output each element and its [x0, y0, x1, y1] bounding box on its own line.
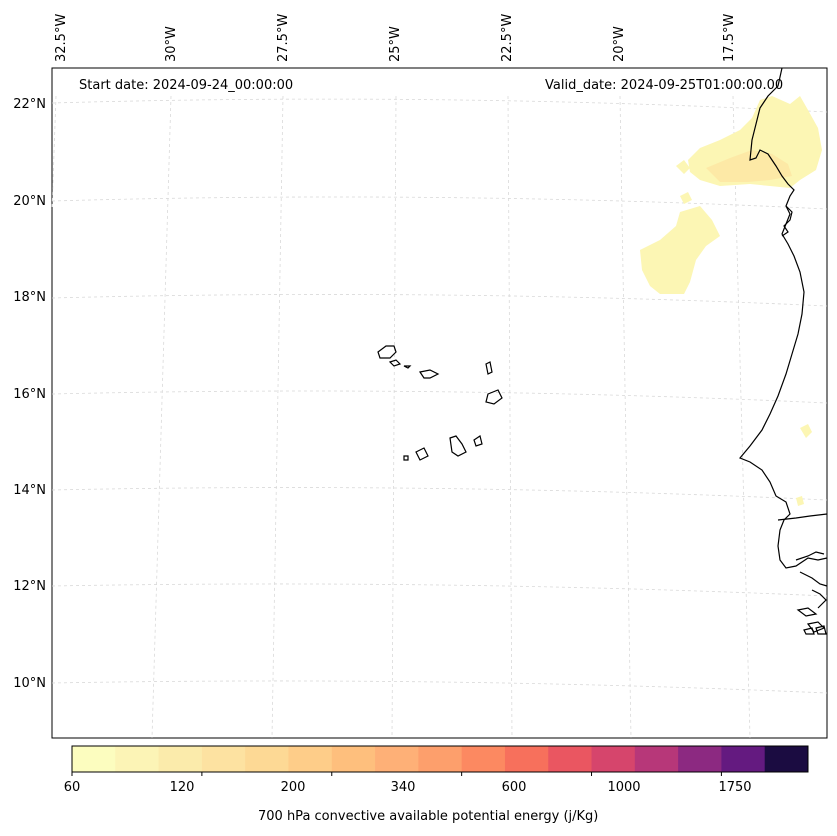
lat-label: 14°N [13, 483, 46, 498]
parallel-12n [51, 583, 828, 597]
cape-area-west [640, 206, 720, 294]
lon-label: 22.5°W [500, 13, 515, 62]
parallel-20n [51, 196, 828, 210]
island-sal [485, 361, 493, 375]
lon-label: 30°W [164, 26, 179, 62]
lon-label: 27.5°W [276, 13, 291, 62]
cape-area-small [800, 424, 812, 438]
bijagos-island [815, 625, 827, 635]
island-santa-luzia [403, 365, 412, 369]
parallel-18n [51, 294, 828, 307]
graticule [51, 95, 828, 739]
bijagos-island [796, 607, 818, 617]
colorbar-segment [548, 746, 593, 772]
parallel-10n [51, 680, 828, 694]
colorbar-label: 700 hPa convective available potential e… [258, 809, 599, 824]
colorbar-tick-label: 340 [390, 780, 416, 795]
island-brava [403, 455, 409, 461]
colorbar-tick-label: 200 [280, 780, 306, 795]
coast-guinea-1 [811, 589, 827, 609]
start-date-label: Start date: 2024-09-24_00:00:00 [79, 78, 294, 93]
lat-label: 18°N [13, 290, 46, 305]
colorbar-segment [115, 746, 160, 772]
parallel-22n [51, 98, 828, 113]
colorbar [71, 745, 809, 776]
cape-area-small [676, 160, 690, 174]
island-santiago [449, 435, 467, 457]
cape-area-small [680, 192, 692, 204]
parallel-14n [51, 487, 828, 501]
lon-label: 20°W [612, 26, 627, 62]
map-panel [51, 67, 828, 739]
lat-label: 20°N [13, 194, 46, 209]
colorbar-segment [591, 746, 636, 772]
bijagos-island [803, 627, 815, 635]
cape-verde-islands [377, 345, 503, 461]
map-frame [51, 67, 828, 739]
parallel-16n [51, 390, 828, 404]
valid-date-label: Valid_date: 2024-09-25T01:00:00.00 [545, 78, 784, 93]
lon-label: 17.5°W [722, 13, 737, 62]
colorbar-tick-label: 60 [63, 780, 81, 795]
colorbar-tick-label: 1750 [718, 780, 752, 795]
colorbar-segment [721, 746, 766, 772]
island-santo-antao [377, 345, 397, 359]
lon-label: 32.5°W [54, 13, 69, 62]
meridian-22-5w [507, 95, 513, 739]
coast-mainland [739, 67, 828, 569]
meridian-25w [391, 95, 397, 739]
gambia-river [777, 513, 828, 521]
lon-label: 25°W [388, 26, 403, 62]
colorbar-segment [764, 746, 809, 772]
lat-label: 22°N [13, 97, 46, 112]
coast-casamance [795, 551, 825, 561]
coast-guinea-bissau [799, 571, 828, 587]
island-maio [473, 435, 483, 447]
island-fogo [415, 447, 429, 461]
colorbar-segment [418, 746, 463, 772]
colorbar-frame [71, 745, 809, 773]
colorbar-segment [678, 746, 722, 772]
meridian-32-5w [51, 95, 57, 211]
lat-label: 10°N [13, 676, 46, 691]
meridian-30w [151, 95, 172, 739]
cape-shading [640, 96, 822, 506]
colorbar-tick-label: 600 [501, 780, 527, 795]
colorbar-segment [504, 746, 549, 772]
colorbar-segment [331, 746, 376, 772]
colorbar-segment [634, 746, 679, 772]
island-sao-vicente [388, 359, 402, 367]
colorbar-segment [72, 746, 116, 772]
colorbar-segment [375, 746, 419, 772]
island-sao-nicolau [419, 369, 440, 379]
meridian-27-5w [271, 95, 284, 739]
colorbar-segment [245, 746, 289, 772]
lat-label: 12°N [13, 579, 46, 594]
coastline [739, 67, 828, 635]
colorbar-tick-label: 120 [169, 780, 195, 795]
lat-label: 16°N [13, 387, 46, 402]
island-boa-vista [485, 389, 503, 405]
cape-area-small [796, 496, 804, 506]
colorbar-tick-label: 1000 [607, 780, 641, 795]
colorbar-segment [158, 746, 203, 772]
colorbar-segment [201, 746, 246, 772]
meridian-20w [619, 95, 632, 739]
colorbar-segment [461, 746, 506, 772]
meridian-17-5w [732, 95, 751, 739]
coast-banc-arguin [781, 205, 793, 237]
colorbar-segment [288, 746, 333, 772]
